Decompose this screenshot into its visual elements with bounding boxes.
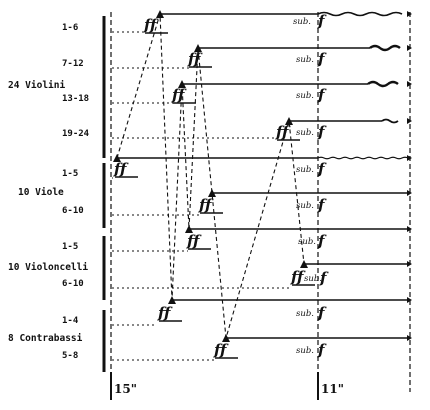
desk-label: 6-10 [62,279,84,289]
end-arrows [407,11,412,341]
sub-f: f [317,196,327,214]
section-lines [110,12,411,392]
sub-f-markings: sub. f sub. f sub. f sub. f sub. f sub. … [293,12,329,359]
sub-f: f [319,269,329,287]
sub-word: sub. [296,201,314,211]
entry-order-path [116,13,305,339]
group-label-contrabassi: 8 Contrabassi [8,333,83,344]
sub-word: sub. [298,237,316,247]
ff-mark: ff [198,196,214,214]
sub-word: sub. [304,274,322,284]
sub-word: sub. [296,165,314,175]
timing-bracket [110,372,319,400]
sub-word: sub. [296,309,314,319]
sub-word: sub. [296,128,314,138]
ff-mark: ff [275,123,291,141]
sub-f: f [317,232,327,250]
ff-mark: ff [143,16,159,34]
sub-f: f [317,50,327,68]
entry-triangles [113,10,308,342]
ff-markings: ff ff ff ff ff ff ff ff ff ff [113,16,306,359]
group-label-viole: 10 Viole [18,187,64,198]
ff-mark: ff [290,268,306,286]
sustain-lines [117,11,409,339]
desk-label: 1-5 [62,169,78,179]
desk-label: 6-10 [62,206,84,216]
sub-word: sub. [296,55,314,65]
sub-f: f [317,123,327,141]
sub-f: f [317,341,327,359]
ff-mark: ff [187,50,203,68]
ff-mark: ff [186,232,202,250]
guide-lines [112,31,290,361]
sub-f: f [317,160,327,178]
ff-underlines [115,32,315,359]
sub-f: f [317,12,327,30]
desk-label: 13-18 [62,94,89,104]
desk-label: 1-5 [62,242,78,252]
group-label-violini: 24 Violini [8,80,65,91]
time-first-section: 15" [114,382,137,396]
ff-mark: ff [171,86,187,104]
sub-word: sub. [293,17,311,27]
desk-label: 1-6 [62,23,78,33]
sub-f: f [317,86,327,104]
ff-mark: ff [157,304,173,322]
desk-label: 1-4 [62,316,79,326]
sub-f: f [317,304,327,322]
desk-label: 19-24 [62,129,90,139]
sub-word: sub. [296,346,314,356]
sub-word: sub. [296,91,314,101]
ff-mark: ff [113,160,129,178]
time-second-section: 11" [321,382,344,396]
group-label-violoncelli: 10 Violoncelli [8,262,88,273]
desk-label: 5-8 [62,351,78,361]
desk-label: 7-12 [62,59,84,69]
ff-mark: ff [213,341,229,359]
